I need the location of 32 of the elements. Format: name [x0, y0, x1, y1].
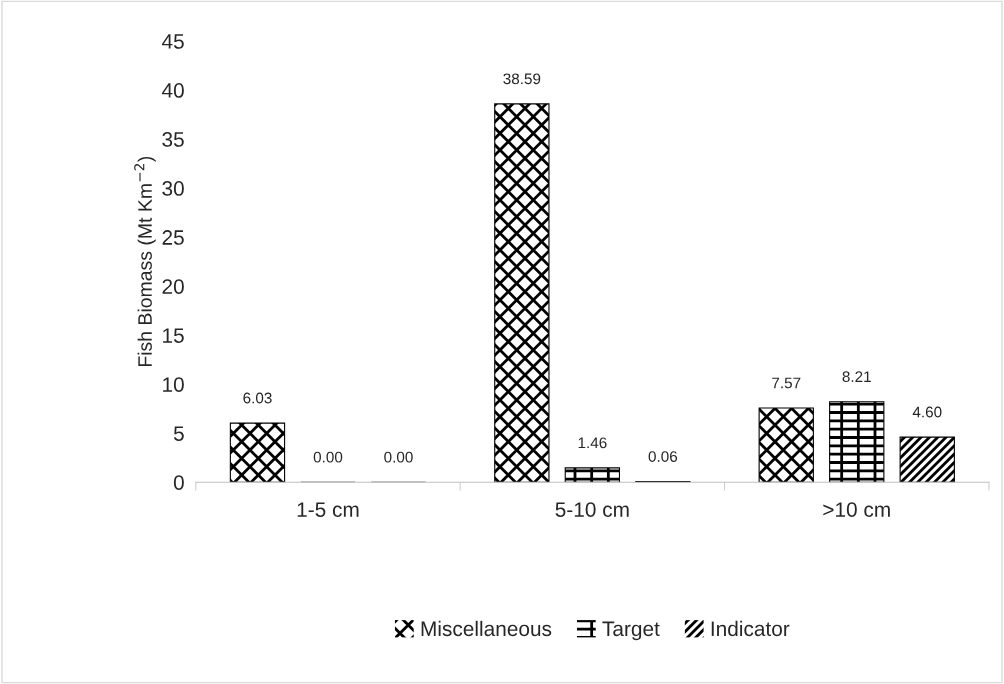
data-label: 0.06 [648, 451, 678, 462]
y-tick-label: 35 [162, 132, 184, 147]
x-tick-label: 5-10 cm [555, 502, 629, 517]
legend-label: Target [602, 621, 660, 641]
x-tick-label: >10 cm [823, 502, 890, 517]
data-label: 1.46 [578, 437, 607, 449]
y-tick-label: 30 [162, 181, 184, 196]
bar [564, 467, 621, 483]
y-tick-label: 20 [162, 279, 184, 294]
y-tick-label: 0 [173, 475, 184, 490]
y-tick-label: 15 [163, 328, 184, 343]
y-tick-label: 25 [162, 230, 184, 245]
y-tick-label: 40 [161, 83, 184, 98]
bar [899, 436, 955, 483]
data-label: 8.21 [842, 371, 871, 383]
data-label: 7.57 [772, 377, 801, 389]
legend-label: Miscellaneous [421, 620, 552, 637]
y-axis-title: Fish Biomass (Mt Km$^{−2}$) [134, 156, 156, 367]
data-label: 6.03 [243, 392, 272, 404]
y-tick-label: 10 [163, 377, 184, 392]
bar [758, 407, 814, 483]
data-label: 4.60 [912, 406, 942, 418]
legend-label: Indicator [711, 620, 790, 637]
y-tick-label: 45 [161, 34, 184, 49]
bar [829, 401, 885, 483]
data-label: 38.59 [503, 73, 541, 85]
bar [494, 103, 550, 483]
y-tick-label: 5 [173, 426, 184, 441]
x-tick-label: 1-5 cm [297, 502, 359, 517]
data-label: 0.00 [384, 451, 413, 463]
data-label: 0.00 [313, 451, 343, 463]
bar [229, 422, 286, 483]
